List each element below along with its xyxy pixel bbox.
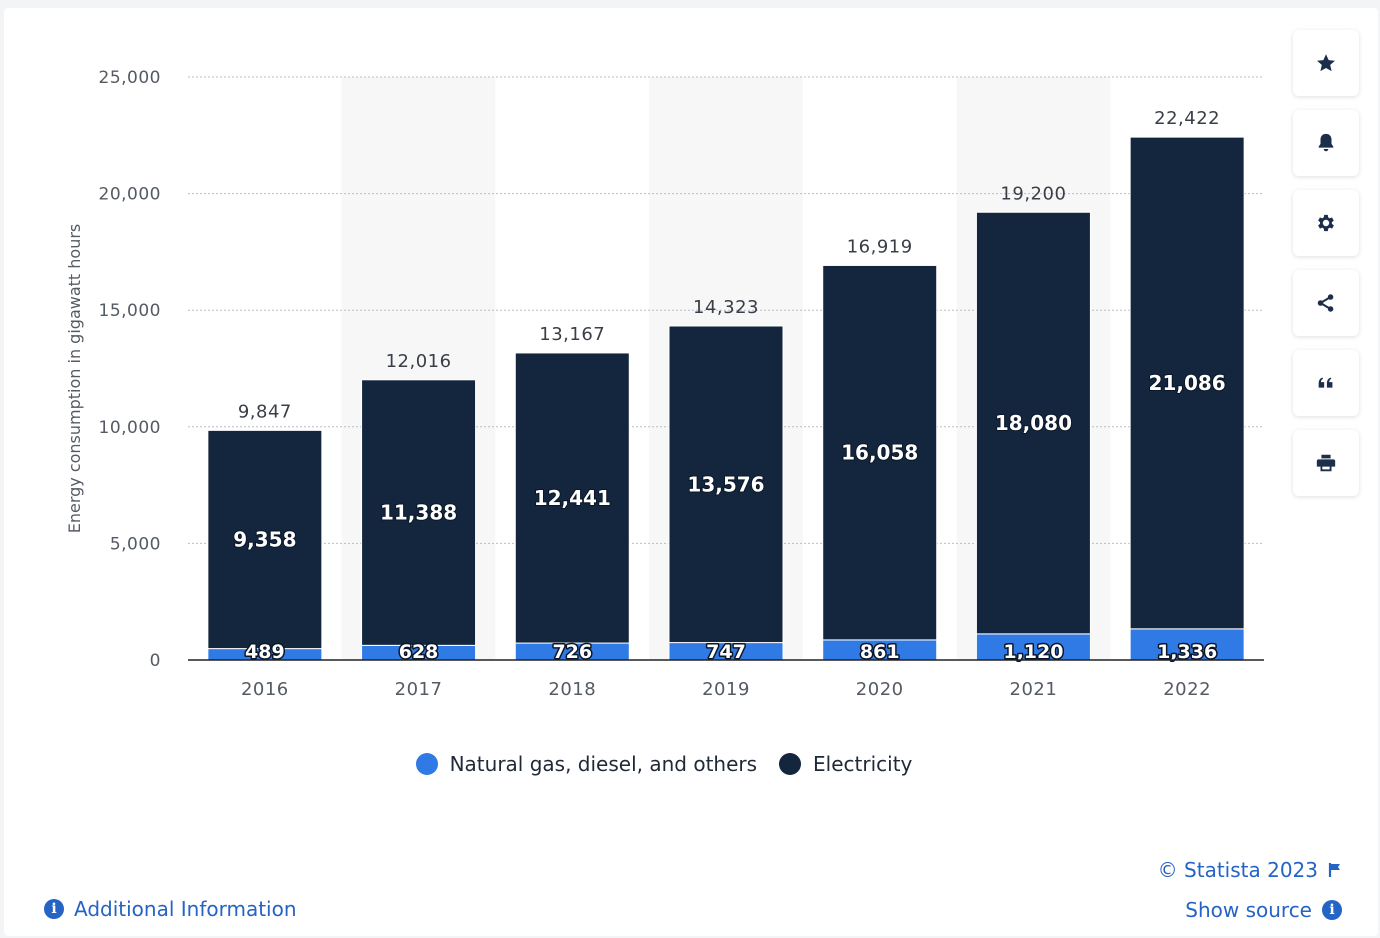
x-tick-label: 2016 <box>241 679 289 700</box>
legend-marker-electricity <box>779 753 802 775</box>
data-label-total: 19,200 <box>1000 183 1066 204</box>
bell-icon <box>1318 133 1334 152</box>
bar-electricity[interactable] <box>361 379 477 646</box>
info-icon: i <box>44 899 64 919</box>
legend-item-electricity[interactable]: Electricity <box>779 752 912 776</box>
cite-button[interactable] <box>1293 350 1359 416</box>
chart-legend: Natural gas, diesel, and others Electric… <box>4 752 1324 776</box>
share-button[interactable] <box>1293 270 1359 336</box>
bar-natural-gas[interactable] <box>975 633 1091 661</box>
star-icon <box>1317 54 1335 72</box>
data-label-electricity: 11,388 <box>380 501 457 525</box>
bar-electricity[interactable] <box>207 429 323 650</box>
y-tick-label: 0 <box>150 651 161 671</box>
y-axis-title: Energy consumption in gigawatt hours <box>65 224 84 534</box>
data-label-total: 14,323 <box>693 297 759 318</box>
x-tick-label: 2021 <box>1010 679 1058 700</box>
stacked-bar-chart: 0 5,000 10,000 15,000 20,000 25,000 Energy con… <box>65 68 1264 700</box>
copyright-link[interactable]: © Statista 2023 <box>1158 858 1342 882</box>
footer-source: © Statista 2023 Show source i <box>1158 858 1342 938</box>
chart-card: 0 5,000 10,000 15,000 20,000 25,000 Energy con… <box>4 8 1378 936</box>
legend-marker-natural-gas <box>415 753 438 775</box>
data-label-electricity: 9,358 <box>233 527 296 551</box>
data-label-total: 9,847 <box>238 401 292 422</box>
y-tick-label: 5,000 <box>110 534 161 554</box>
quote-icon <box>1318 377 1333 388</box>
data-label-total: 16,919 <box>847 236 913 257</box>
share-icon <box>1317 294 1334 312</box>
y-tick-label: 10,000 <box>99 418 161 438</box>
bar-natural-gas[interactable] <box>1129 628 1245 661</box>
y-tick-label: 20,000 <box>99 185 161 205</box>
flag-icon <box>1328 863 1340 877</box>
notification-button[interactable] <box>1293 110 1359 176</box>
printer-icon <box>1316 454 1336 472</box>
bar-electricity[interactable] <box>668 325 784 644</box>
legend-item-natural-gas[interactable]: Natural gas, diesel, and others <box>415 752 758 776</box>
additional-information-link[interactable]: i Additional Information <box>44 897 297 921</box>
data-label-total: 12,016 <box>386 351 452 372</box>
show-source-link[interactable]: Show source i <box>1158 898 1342 922</box>
show-source-text: Show source <box>1185 898 1312 922</box>
y-tick-label: 25,000 <box>99 68 161 88</box>
favorite-button[interactable] <box>1293 30 1359 96</box>
gear-icon <box>1318 214 1334 232</box>
bar-electricity[interactable] <box>1129 136 1245 630</box>
additional-information-text: Additional Information <box>74 897 297 921</box>
x-tick-label: 2018 <box>548 679 596 700</box>
print-button[interactable] <box>1293 430 1359 496</box>
copyright-text: © Statista 2023 <box>1157 858 1318 882</box>
data-label-total: 13,167 <box>539 324 605 345</box>
legend-label: Natural gas, diesel, and others <box>449 752 758 776</box>
bar-electricity[interactable] <box>514 352 630 644</box>
data-label-total: 22,422 <box>1154 108 1220 129</box>
toolbar <box>1293 30 1360 510</box>
x-tick-label: 2017 <box>395 679 443 700</box>
x-tick-label: 2019 <box>702 679 750 700</box>
bar-electricity[interactable] <box>822 264 938 641</box>
x-tick-label: 2020 <box>856 679 904 700</box>
settings-button[interactable] <box>1293 190 1359 256</box>
x-tick-label: 2022 <box>1163 679 1211 700</box>
info-icon: i <box>1322 900 1342 920</box>
legend-label: Electricity <box>813 752 913 776</box>
data-label-electricity: 12,441 <box>534 486 611 510</box>
bar-electricity[interactable] <box>975 211 1091 635</box>
y-tick-label: 15,000 <box>99 301 161 321</box>
data-label-electricity: 21,086 <box>1149 371 1226 395</box>
data-label-electricity: 16,058 <box>841 441 918 465</box>
data-label-electricity: 13,576 <box>687 472 764 496</box>
data-label-electricity: 18,080 <box>995 411 1072 435</box>
